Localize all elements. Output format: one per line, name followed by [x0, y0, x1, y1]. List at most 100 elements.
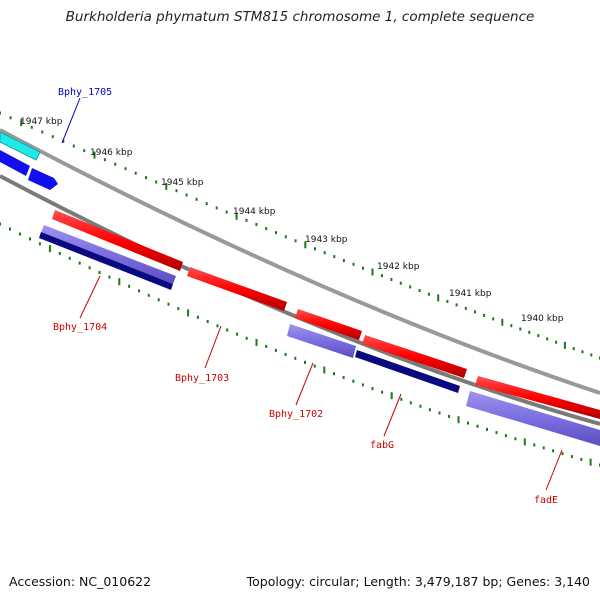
minor-tick — [265, 227, 267, 230]
minor-tick — [562, 452, 564, 455]
tick-label-1942: 1942 kbp — [377, 262, 420, 272]
minor-tick — [352, 380, 354, 383]
major-tick — [590, 459, 592, 466]
minor-tick — [519, 328, 521, 331]
minor-tick — [400, 398, 402, 401]
minor-tick — [419, 405, 421, 408]
minor-tick — [104, 158, 106, 161]
minor-tick — [552, 449, 554, 452]
major-tick — [524, 438, 526, 445]
minor-tick — [304, 361, 306, 364]
accession-text: Accession: NC_010622 — [9, 574, 151, 589]
minor-tick — [333, 255, 335, 258]
minor-tick — [446, 300, 448, 303]
minor-tick — [343, 259, 345, 262]
minor-tick — [186, 194, 188, 197]
minor-tick — [314, 365, 316, 368]
minor-tick — [177, 307, 179, 310]
major-tick — [391, 392, 393, 399]
genome-map: 1947 kbp 1946 kbp 1945 kbp 1944 kbp 1943… — [0, 0, 600, 600]
minor-tick — [0, 223, 1, 226]
minor-tick — [571, 455, 573, 458]
minor-tick — [486, 428, 488, 431]
gene-label-bphy-1703[interactable]: Bphy_1703 — [175, 373, 229, 384]
minor-tick — [439, 412, 441, 415]
minor-tick — [582, 350, 584, 353]
minor-tick — [474, 310, 476, 313]
minor-tick — [265, 345, 267, 348]
minor-tick — [590, 353, 592, 356]
gene-bphy-1703-arrow[interactable] — [187, 267, 287, 311]
minor-tick — [217, 324, 219, 327]
leader-bphy-1704 — [80, 276, 100, 318]
minor-tick — [236, 333, 238, 336]
major-tick — [49, 245, 51, 252]
minor-tick — [555, 341, 557, 344]
minor-tick — [514, 437, 516, 440]
minor-tick — [456, 303, 458, 306]
minor-tick — [465, 307, 467, 310]
minor-tick — [400, 282, 402, 285]
major-tick — [118, 278, 120, 285]
minor-tick — [114, 163, 116, 166]
tick-label-1943: 1943 kbp — [305, 235, 348, 245]
tick-label-1940: 1940 kbp — [521, 314, 564, 324]
minor-tick — [207, 320, 209, 323]
minor-tick — [39, 242, 41, 245]
minor-tick — [543, 446, 545, 449]
minor-tick — [419, 289, 421, 292]
minor-tick — [83, 149, 85, 152]
minor-tick — [9, 228, 11, 231]
minor-tick — [492, 317, 494, 320]
gene-label-bphy-1705[interactable]: Bphy_1705 — [58, 87, 112, 98]
leader-bphy-1703 — [205, 326, 221, 368]
minor-tick — [390, 278, 392, 281]
minor-tick — [246, 337, 248, 340]
minor-tick — [125, 167, 127, 170]
major-tick — [564, 342, 566, 349]
minor-tick — [89, 266, 91, 269]
minor-tick — [255, 223, 257, 226]
minor-tick — [510, 324, 512, 327]
minor-tick — [314, 247, 316, 250]
gene-label-bphy-1702[interactable]: Bphy_1702 — [269, 409, 323, 420]
minor-tick — [29, 237, 31, 240]
minor-tick — [0, 112, 1, 115]
minor-tick — [52, 135, 54, 138]
gene-label-fabg[interactable]: fabG — [370, 440, 394, 451]
minor-tick — [295, 239, 297, 242]
minor-tick — [294, 357, 296, 360]
leader-fade — [546, 450, 562, 490]
minor-tick — [496, 431, 498, 434]
minor-tick — [381, 274, 383, 277]
major-tick — [323, 367, 325, 374]
minor-tick — [324, 251, 326, 254]
minor-tick — [428, 293, 430, 296]
backbone-strand-outer — [0, 130, 600, 393]
minor-tick — [41, 131, 43, 134]
minor-tick — [226, 329, 228, 332]
minor-tick — [148, 294, 150, 297]
minor-tick — [135, 172, 137, 175]
minor-tick — [483, 314, 485, 317]
minor-tick — [155, 181, 157, 184]
minor-tick — [409, 285, 411, 288]
minor-tick — [246, 219, 248, 222]
minor-tick — [108, 276, 110, 279]
gene-label-bphy-1704[interactable]: Bphy_1704 — [53, 322, 107, 333]
major-tick — [501, 319, 503, 326]
minor-tick — [128, 285, 130, 288]
minor-tick — [59, 252, 61, 255]
minor-tick — [196, 198, 198, 201]
minor-tick — [353, 263, 355, 266]
minor-tick — [362, 267, 364, 270]
major-tick — [187, 309, 189, 316]
minor-tick — [410, 401, 412, 404]
minor-tick — [158, 298, 160, 301]
minor-tick — [448, 415, 450, 418]
gene-label-fade[interactable]: fadE — [534, 495, 558, 506]
leader-bphy-1705 — [62, 98, 80, 143]
minor-tick — [285, 235, 287, 238]
minor-tick — [19, 233, 21, 236]
minor-tick — [226, 211, 228, 214]
